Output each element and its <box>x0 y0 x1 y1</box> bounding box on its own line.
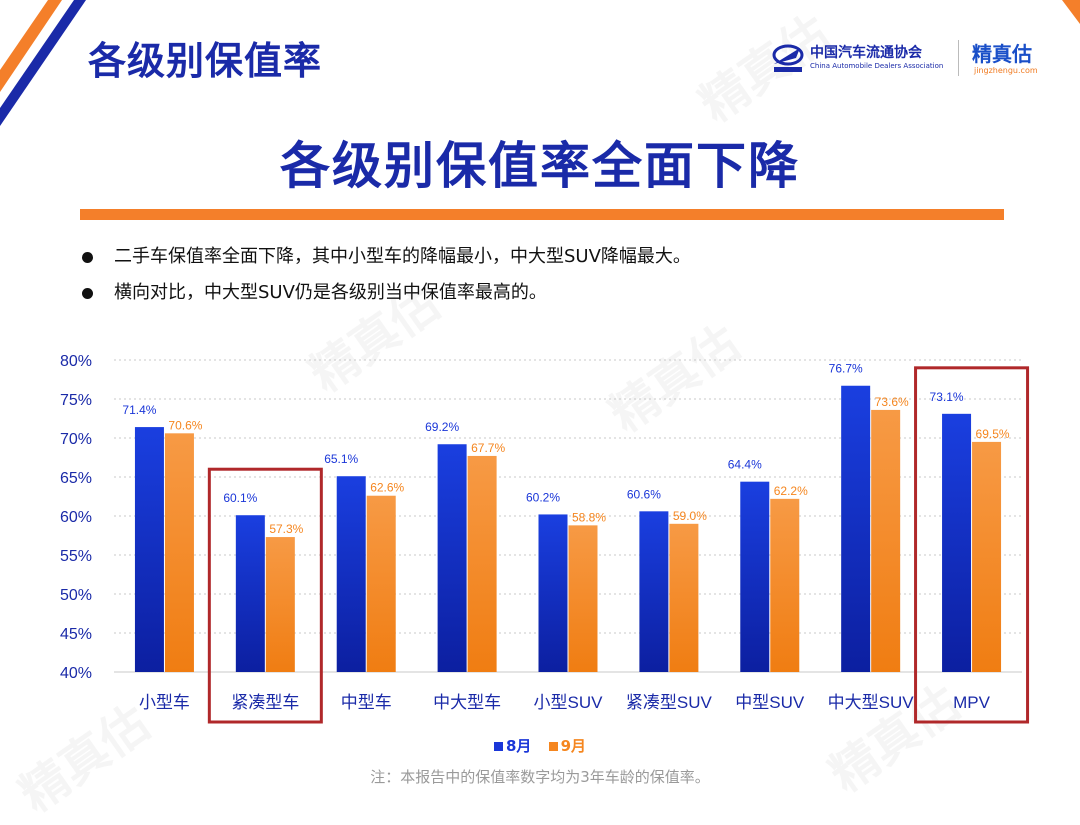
data-label-sep: 70.6% <box>168 418 202 432</box>
bar-sep <box>265 537 295 672</box>
brand-name: 精真估 <box>972 42 1032 66</box>
labels-layer: 71.4% 70.6% 小型车 60.1% 57.3% 紧凑型车 65.1% 62.6% 中型车… <box>122 362 1009 712</box>
x-tick-label: 中大型车 <box>433 693 501 712</box>
data-label-aug: 71.4% <box>122 403 156 417</box>
stripe-orange <box>0 0 62 92</box>
data-label-aug: 69.2% <box>425 420 459 434</box>
y-tick-label: 60% <box>60 509 92 526</box>
bar-aug <box>740 481 770 672</box>
bar-sep <box>972 441 1002 672</box>
logo-divider <box>958 40 959 76</box>
bar-sep <box>366 495 396 672</box>
y-tick-label: 55% <box>60 548 92 565</box>
data-label-sep: 57.3% <box>269 522 303 536</box>
y-tick-label: 80% <box>60 353 92 370</box>
x-tick-label: 小型车 <box>139 693 190 712</box>
x-tick-label: MPV <box>953 693 991 712</box>
x-tick-label: 中大型SUV <box>828 693 915 712</box>
bar-sep <box>568 525 598 672</box>
bullet-item: 二手车保值率全面下降，其中小型车的降幅最小，中大型SUV降幅最大。 <box>80 244 691 280</box>
headline-underline <box>80 209 1004 220</box>
y-tick-label: 75% <box>60 392 92 409</box>
x-tick-label: 中型SUV <box>735 693 805 712</box>
cada-logo-icon <box>772 44 804 72</box>
bullet-dot-icon <box>82 288 93 299</box>
bar-sep <box>669 523 699 672</box>
data-label-aug: 60.6% <box>627 487 661 501</box>
headline: 各级别保值率全面下降 <box>280 137 800 195</box>
brand-url: jingzhengu.com <box>974 66 1038 75</box>
legend-item-aug: 8月 <box>493 735 532 756</box>
data-label-aug: 64.4% <box>728 458 762 472</box>
stripe-orange-right <box>1062 0 1080 24</box>
corner-stripes-top-left <box>0 0 86 126</box>
stripe-blue <box>0 0 86 126</box>
data-label-aug: 60.2% <box>526 490 560 504</box>
y-tick-label: 65% <box>60 470 92 487</box>
bars-layer <box>134 385 1002 672</box>
data-label-aug: 65.1% <box>324 452 358 466</box>
x-tick-label: 紧凑型SUV <box>626 693 713 712</box>
highlight-box <box>914 366 1030 724</box>
bar-chart: 40% 45% 50% 55% 60% 65% 70% 75% 80% 71.4% 70.6% 小型… <box>60 353 1030 724</box>
bar-aug <box>336 476 366 672</box>
bar-aug <box>134 427 164 672</box>
legend-swatch-sep <box>548 742 558 751</box>
bar-sep <box>770 498 800 672</box>
data-label-sep: 59.0% <box>673 509 707 523</box>
bullet-item: 横向对比，中大型SUV仍是各级别当中保值率最高的。 <box>80 280 691 316</box>
corner-stripes-top-right <box>1062 0 1080 24</box>
highlight-box <box>207 467 323 724</box>
y-tick-label: 45% <box>60 626 92 643</box>
bar-sep <box>871 409 901 672</box>
data-label-aug: 73.1% <box>930 390 964 404</box>
logo-area: 中国汽车流通协会 China Automobile Dealers Associ… <box>770 36 1040 82</box>
bar-aug <box>235 515 265 672</box>
bar-aug <box>841 385 871 672</box>
org-name-en: China Automobile Dealers Association <box>810 62 944 70</box>
data-label-aug: 76.7% <box>829 362 863 376</box>
legend-label-sep: 9月 <box>560 737 587 755</box>
highlight-layer <box>207 366 1030 724</box>
y-tick-label: 70% <box>60 431 92 448</box>
data-label-sep: 62.6% <box>370 481 404 495</box>
page-title: 各级别保值率 <box>88 39 323 83</box>
bar-sep <box>164 433 194 672</box>
legend-label-aug: 8月 <box>505 737 532 755</box>
x-tick-label: 中型车 <box>341 693 392 712</box>
x-tick-label: 紧凑型车 <box>231 693 299 712</box>
bullet-text: 二手车保值率全面下降，其中小型车的降幅最小，中大型SUV降幅最大。 <box>114 246 691 267</box>
legend-swatch-aug <box>493 742 503 751</box>
org-name-cn: 中国汽车流通协会 <box>810 45 922 61</box>
bullet-text: 横向对比，中大型SUV仍是各级别当中保值率最高的。 <box>114 282 547 303</box>
y-tick-label: 50% <box>60 587 92 604</box>
grid-layer: 40% 45% 50% 55% 60% 65% 70% 75% 80% <box>60 353 1022 682</box>
chart-footnote: 注：本报告中的保值率数字均为3年车龄的保值率。 <box>370 768 710 786</box>
bar-aug <box>639 511 669 672</box>
bullet-dot-icon <box>82 252 93 263</box>
bar-sep <box>467 455 497 672</box>
data-label-sep: 58.8% <box>572 510 606 524</box>
legend-item-sep: 9月 <box>548 735 587 756</box>
data-label-aug: 60.1% <box>223 491 257 505</box>
y-tick-label: 40% <box>60 665 92 682</box>
x-tick-label: 小型SUV <box>534 693 604 712</box>
data-label-sep: 62.2% <box>774 484 808 498</box>
bullet-list: 二手车保值率全面下降，其中小型车的降幅最小，中大型SUV降幅最大。 横向对比，中… <box>80 244 691 316</box>
chart-legend: 8月 9月 <box>0 735 1080 756</box>
bar-aug <box>942 413 972 672</box>
data-label-sep: 73.6% <box>875 395 909 409</box>
data-label-sep: 69.5% <box>976 427 1010 441</box>
data-label-sep: 67.7% <box>471 441 505 455</box>
bar-aug <box>437 444 467 672</box>
bar-aug <box>538 514 568 672</box>
